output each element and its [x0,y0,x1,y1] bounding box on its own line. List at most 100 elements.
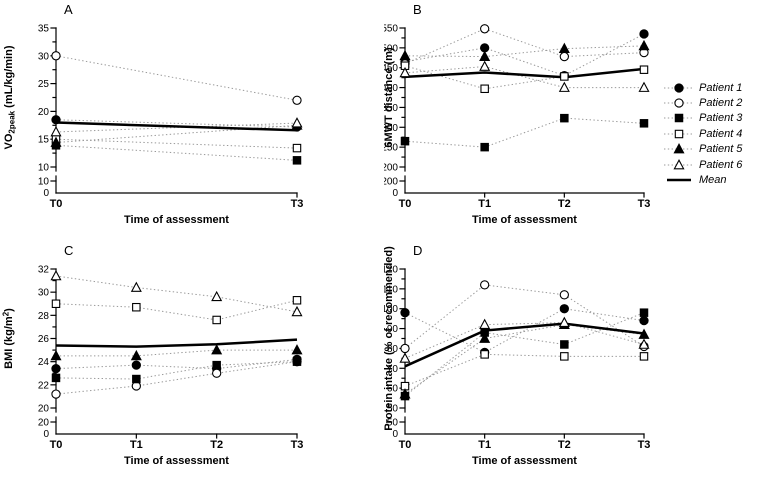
series-line-patient-3 [404,312,645,397]
y-axis-title-part: BMI (kg/m [3,316,15,369]
marker-patient-4 [560,352,569,361]
marker-patient-5 [399,49,411,61]
square-open-icon [664,129,694,139]
series-line-patient-2 [55,55,298,101]
legend-label: Patient 5 [699,143,743,156]
legend-marker-patient-4 [674,129,684,139]
marker-patient-5 [130,349,142,361]
marker-patient-4 [132,302,141,312]
marker-patient-2 [480,24,490,34]
legend-item-patient-4: Patient 4 [664,126,766,141]
marker-patient-3 [400,136,410,146]
y-tick-label: 110 [384,284,398,295]
square-filled-icon [664,114,694,123]
y-tick-label: 26 [38,334,50,345]
legend-label: Mean [699,174,727,187]
marker-patient-6 [130,281,142,292]
marker-patient-5 [638,39,650,51]
y-tick-label: 90 [387,324,399,335]
break-label-zero: 0 [43,429,49,440]
legend-item-patient-3: Patient 3 [664,111,766,126]
marker-patient-5 [211,344,223,355]
y-axis-title: 6MWT distance (m) [384,47,395,148]
y-axis-title: BMI (kg/m2) [2,308,16,369]
series-line-patient-1 [404,33,645,77]
legend-label: Patient 3 [699,112,743,125]
x-tick-label: T1 [478,198,491,210]
x-axis-title: Time of assessment [124,214,229,226]
marker-patient-3 [639,308,649,317]
marker-patient-3 [560,113,569,123]
y-tick-label: 20 [38,107,50,118]
x-tick-label: T2 [558,439,571,451]
marker-patient-4 [292,296,302,305]
y-tick-label: 15 [38,135,50,146]
y-tick-label: 35 [38,24,50,35]
break-label-min: 50 [387,418,399,429]
series-line-patient-3 [55,361,298,380]
x-tick-label: T0 [50,439,63,451]
marker-patient-6 [399,66,411,78]
series-line-patient-3 [404,117,645,148]
legend-label: Patient 6 [699,158,743,171]
y-tick-label: 70 [387,364,399,375]
y-axis-title-part: 2 [2,311,11,316]
y-tick-label: 30 [38,51,50,62]
marker-patient-4 [51,299,61,308]
marker-patient-4 [480,84,489,94]
triangle-filled-icon [664,143,694,154]
break-label-min: 200 [384,177,398,188]
marker-patient-1 [131,360,141,370]
marker-patient-3 [212,360,221,370]
x-axis-title: Time of assessment [124,455,229,467]
marker-patient-5 [638,328,650,339]
legend-marker-patient-2 [674,98,684,108]
marker-patient-3 [292,357,302,366]
marker-patient-2 [559,51,569,62]
series-line-patient-4 [404,65,645,90]
y-axis-title-part: (mL/kg/min) [3,45,15,111]
marker-patient-6 [558,316,570,327]
marker-patient-4 [639,352,649,361]
marker-patient-6 [399,352,411,363]
marker-patient-5 [479,332,491,343]
panel-letter: D [413,243,422,258]
marker-patient-2 [559,290,569,300]
x-tick-label: T2 [210,439,223,451]
marker-patient-3 [560,340,569,349]
x-tick-label: T0 [50,198,63,210]
series-line-patient-2 [404,28,645,65]
marker-patient-6 [638,338,650,349]
series-line-patient-4 [55,138,298,149]
y-tick-label: 120 [384,265,398,276]
series-line-patient-2 [404,284,645,349]
series-line-patient-1 [55,358,298,370]
panel-letter: C [64,243,73,258]
mean-line [55,121,298,132]
y-axis-title-part: 6MWT distance (m) [384,47,395,148]
y-axis-title-part: ) [3,308,15,312]
marker-patient-4 [480,350,489,359]
legend-item-patient-2: Patient 2 [664,95,766,110]
marker-patient-1 [400,308,410,318]
x-tick-label: T0 [399,439,412,451]
marker-patient-3 [292,156,302,165]
y-tick-label: 25 [38,79,50,90]
marker-patient-1 [51,363,61,374]
marker-patient-5 [291,344,303,355]
x-axis-title: Time of assessment [472,214,577,226]
marker-patient-6 [638,81,650,92]
series-line-patient-1 [404,308,645,353]
marker-patient-1 [51,115,61,125]
series-line-patient-6 [55,275,298,313]
y-tick-label: 22 [38,380,50,391]
marker-patient-6 [50,269,62,281]
y-tick-label: 250 [384,143,398,154]
x-tick-label: T3 [291,439,304,451]
marker-patient-3 [51,373,61,383]
marker-patient-4 [212,315,221,325]
